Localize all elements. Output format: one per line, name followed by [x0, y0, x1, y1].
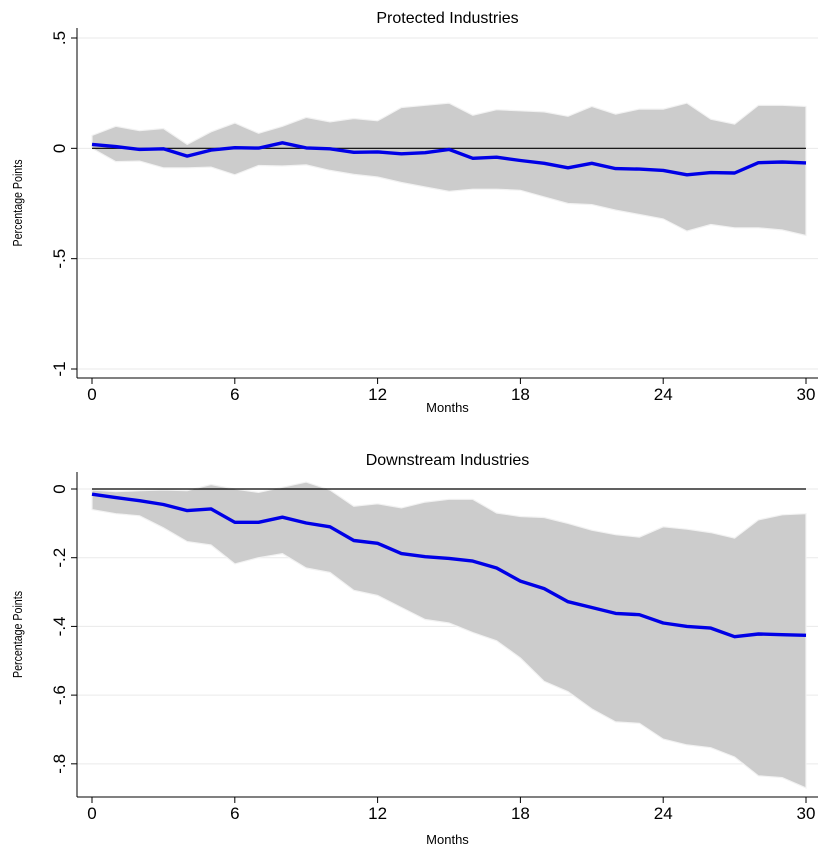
- x-tick-label-0: 0: [87, 804, 96, 823]
- y-tick-label-0: -.8: [50, 754, 69, 774]
- y-tick-label-1: -.5: [50, 249, 69, 269]
- y-tick-label-2: 0: [50, 144, 69, 153]
- confidence-band: [91, 102, 807, 237]
- y-tick-label-3: .5: [50, 31, 69, 45]
- x-tick-label-5: 30: [797, 385, 816, 404]
- y-tick-label-2: -.4: [50, 616, 69, 636]
- confidence-band: [91, 481, 807, 789]
- y-axis-label: Percentage Points: [10, 159, 25, 246]
- chart-title: Protected Industries: [376, 10, 518, 27]
- x-tick-label-3: 18: [511, 804, 530, 823]
- x-tick-label-2: 12: [368, 804, 387, 823]
- estimate-line: [91, 492, 807, 639]
- x-tick-label-4: 24: [654, 385, 673, 404]
- x-tick-label-5: 30: [797, 804, 816, 823]
- x-tick-label-2: 12: [368, 385, 387, 404]
- y-tick-label-0: -1: [50, 361, 69, 376]
- y-axis-label: Percentage Points: [10, 591, 25, 678]
- y-tick-label-4: 0: [50, 484, 69, 493]
- chart-panel-0: 0 6 12 18 24 30 -1 -.5 0 .5 Protected Industries Mo…: [10, 10, 818, 415]
- x-axis-label: Months: [426, 832, 469, 847]
- x-axis-label: Months: [426, 400, 469, 415]
- y-tick-label-1: -.6: [50, 685, 69, 705]
- x-tick-label-3: 18: [511, 385, 530, 404]
- x-tick-label-1: 6: [230, 804, 239, 823]
- x-tick-label-0: 0: [87, 385, 96, 404]
- x-tick-label-1: 6: [230, 385, 239, 404]
- chart-panel-1: 0 6 12 18 24 30 -.8 -.6 -.4 -.2 0 Downstream Indust…: [10, 452, 818, 847]
- estimate-line: [91, 141, 807, 177]
- y-tick-label-3: -.2: [50, 548, 69, 568]
- chart-title: Downstream Industries: [366, 452, 530, 469]
- x-tick-label-4: 24: [654, 804, 673, 823]
